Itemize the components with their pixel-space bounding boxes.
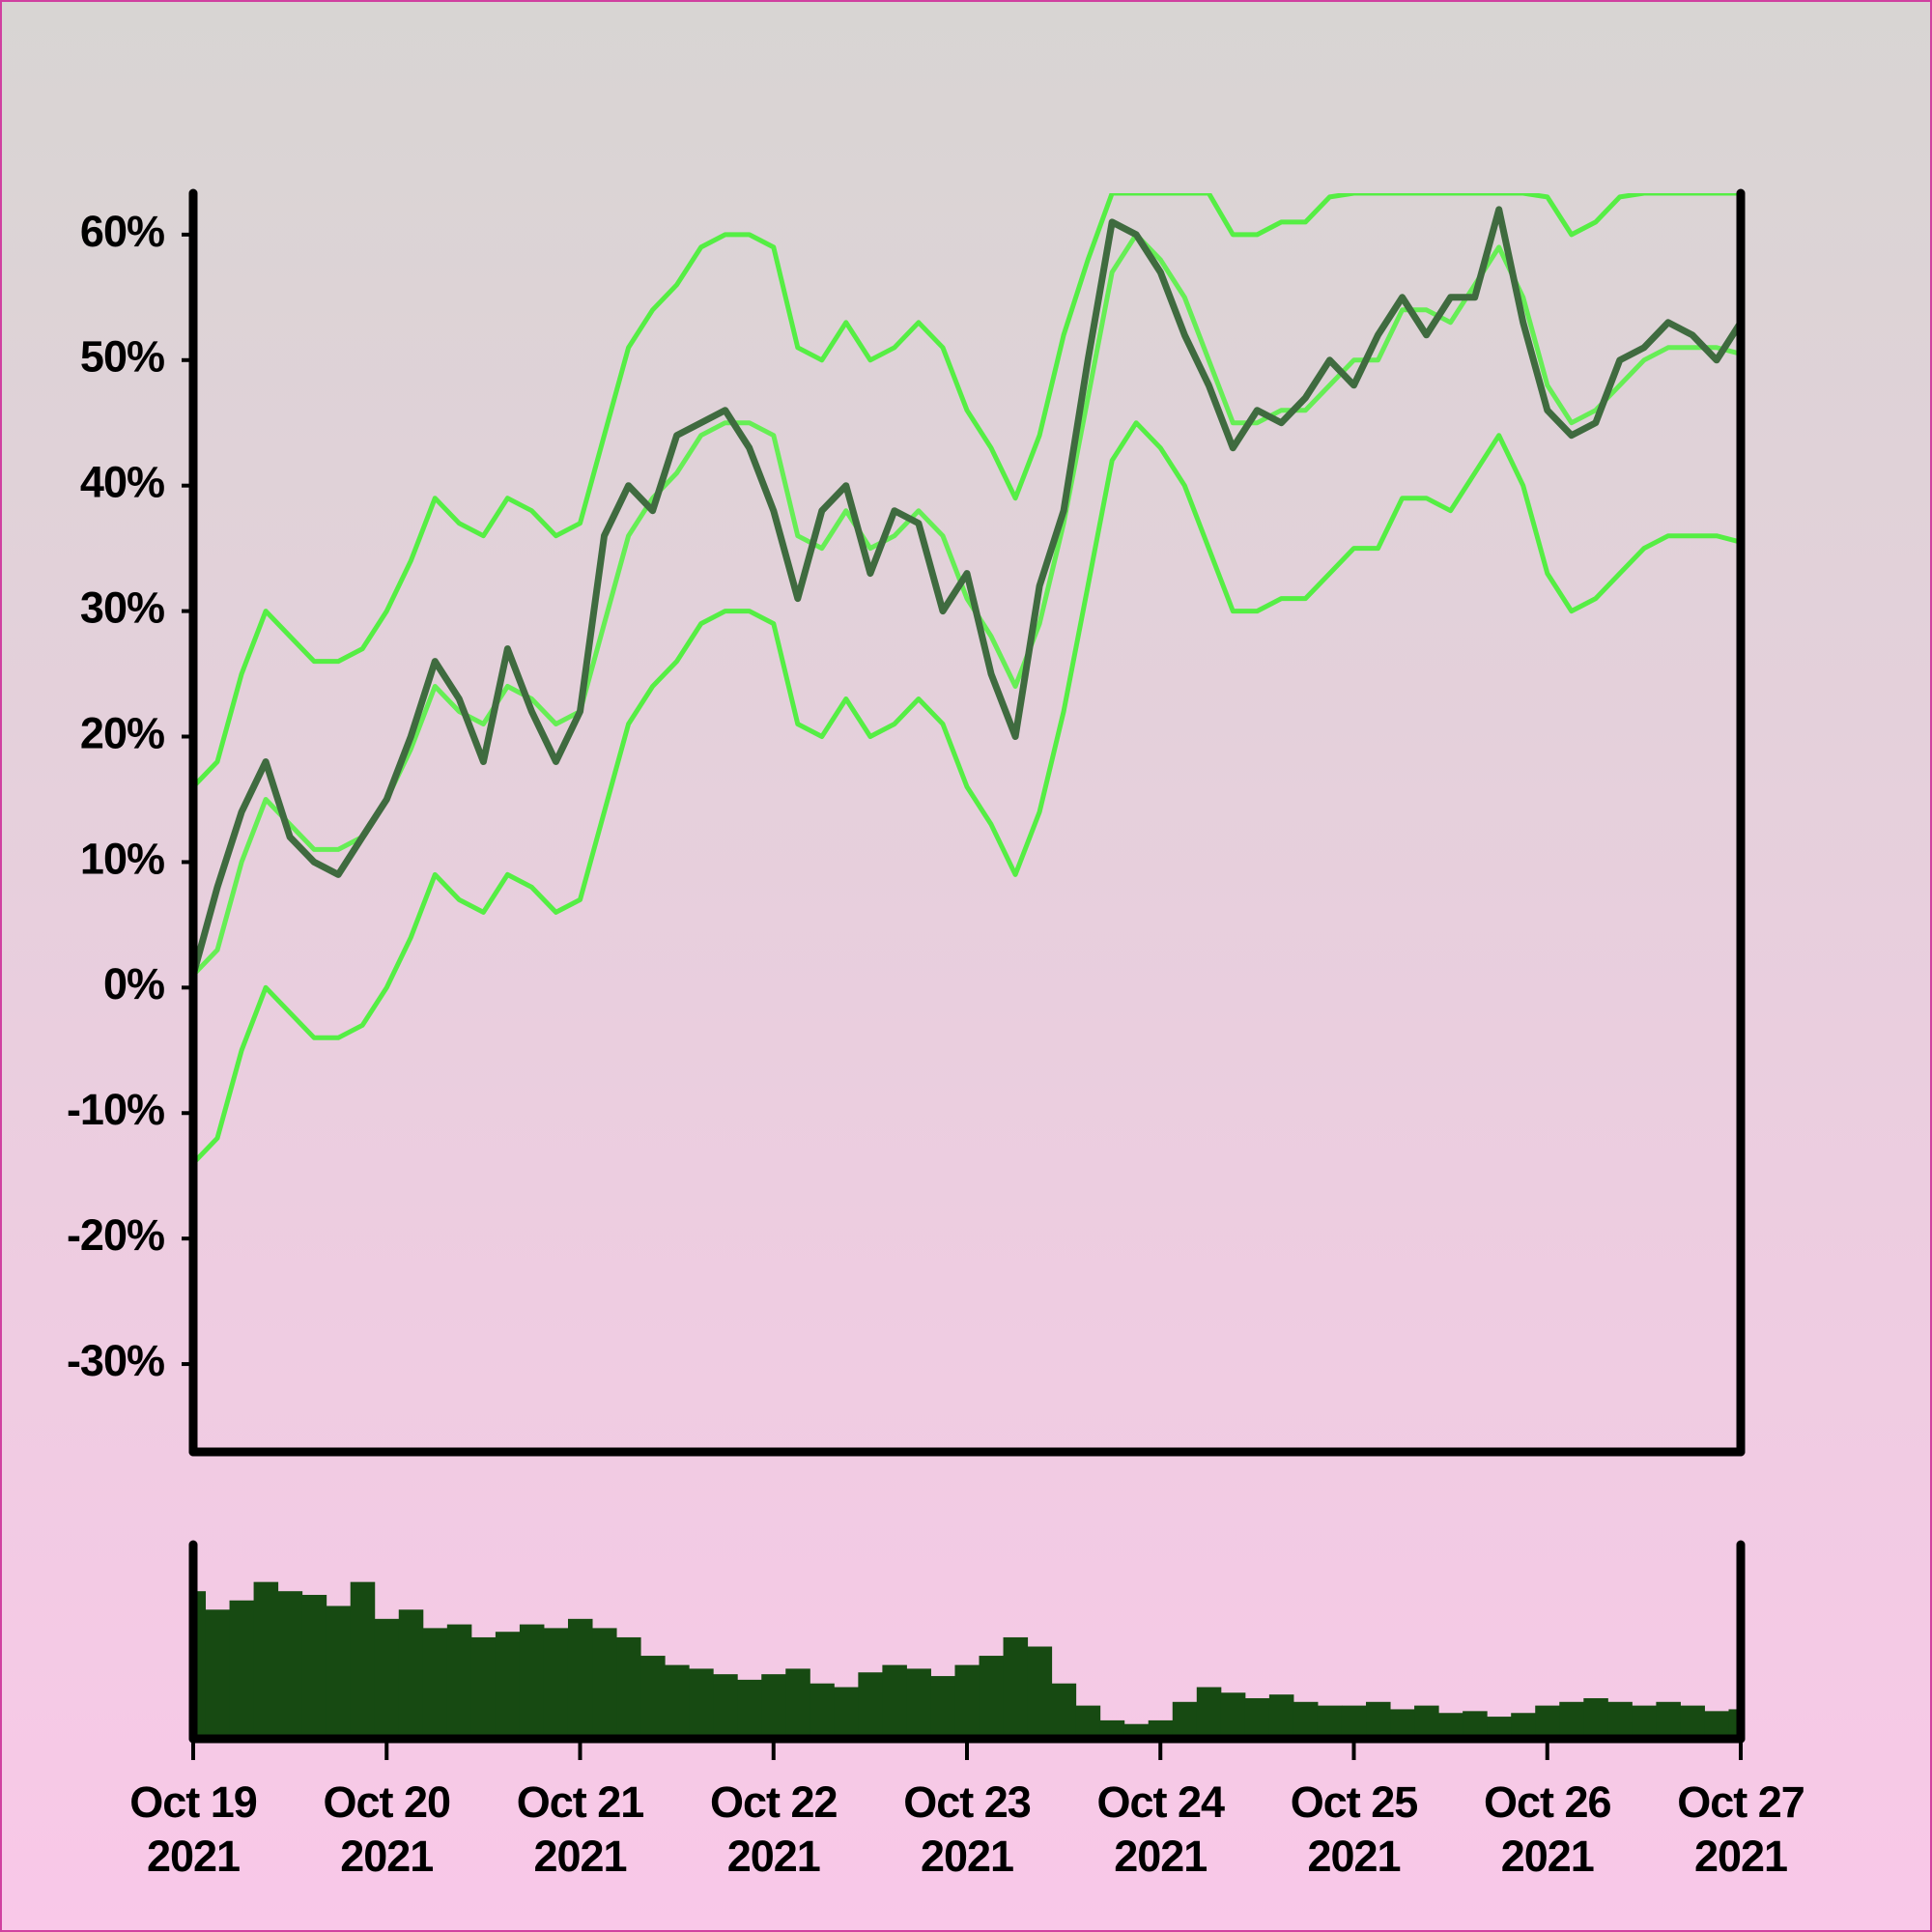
x-tick-label: Oct 26 2021 <box>1483 1777 1612 1881</box>
y-tick-label: 40% <box>80 458 164 507</box>
volume-bar <box>1680 1705 1705 1739</box>
volume-bar <box>1293 1701 1319 1739</box>
volume-bar <box>785 1668 810 1739</box>
y-tick-label: 10% <box>80 834 164 883</box>
volume-bar <box>301 1595 327 1739</box>
volume-bar <box>1172 1701 1198 1739</box>
lines <box>193 193 1741 1165</box>
line <box>193 232 1741 978</box>
volume-bar <box>567 1618 593 1739</box>
volume-bar <box>665 1664 690 1739</box>
volume-bar <box>350 1581 376 1739</box>
volume-bar <box>1220 1692 1246 1739</box>
volume-bar <box>1390 1709 1415 1739</box>
volume-bar <box>1268 1694 1294 1739</box>
volume-bar <box>326 1605 352 1739</box>
volume-bar <box>1704 1711 1729 1739</box>
volume-bar <box>834 1687 859 1739</box>
volume-bar <box>470 1636 497 1739</box>
volume-bar <box>1196 1687 1222 1739</box>
volume-bar <box>422 1628 448 1739</box>
x-tick-label: Oct 27 2021 <box>1677 1777 1805 1881</box>
y-tick-label: 20% <box>80 708 164 757</box>
x-tick-label: Oct 25 2021 <box>1290 1777 1419 1881</box>
volume-bar <box>1414 1705 1439 1739</box>
volume-bar <box>277 1591 303 1739</box>
volume-bar <box>1583 1697 1608 1739</box>
volume-bar <box>954 1664 980 1739</box>
volume-bar <box>906 1668 931 1739</box>
volume-bar <box>592 1628 617 1739</box>
line <box>193 420 1741 1165</box>
y-tick-label: 60% <box>80 207 164 256</box>
volume-bar <box>810 1683 835 1739</box>
volume-bar <box>229 1600 255 1739</box>
volume-bar <box>1463 1711 1488 1739</box>
volume-bar <box>737 1679 762 1739</box>
y-tick-label: -30% <box>67 1336 164 1385</box>
line <box>193 206 1741 977</box>
x-tick-label: Oct 20 2021 <box>323 1777 451 1881</box>
volume-bar <box>1632 1705 1657 1739</box>
y-tick-label: 0% <box>103 959 164 1009</box>
volume-bar <box>640 1656 666 1739</box>
volume-bar <box>1366 1701 1391 1739</box>
volume-bar <box>882 1664 907 1739</box>
y-tick-label: -10% <box>67 1085 164 1134</box>
volume-bar <box>1535 1705 1560 1739</box>
volume-bar <box>1027 1646 1053 1739</box>
y-tick-label: 30% <box>80 582 164 632</box>
y-tick-label: -20% <box>67 1210 164 1260</box>
x-tick-label: Oct 23 2021 <box>903 1777 1032 1881</box>
volume-bar <box>253 1581 279 1739</box>
volume-bar <box>1607 1701 1633 1739</box>
volume-bar <box>1341 1705 1367 1739</box>
volume-bar <box>761 1674 786 1739</box>
volume-bar <box>398 1609 424 1739</box>
volume-bar <box>689 1668 714 1739</box>
volume-bar <box>1075 1705 1101 1739</box>
volume-bar <box>616 1636 641 1739</box>
x-tick-label: Oct 19 2021 <box>129 1777 258 1881</box>
volume-bar <box>1244 1697 1270 1739</box>
volume-bar <box>446 1624 472 1739</box>
volume-bar <box>1003 1636 1029 1739</box>
volume-bar <box>858 1672 883 1739</box>
volume-bar <box>543 1628 569 1739</box>
volume-bar <box>1099 1719 1125 1739</box>
volume-bar <box>374 1618 400 1739</box>
volume-bar <box>1656 1701 1681 1739</box>
volume-bar <box>1317 1705 1343 1739</box>
volume-bar <box>1051 1683 1077 1739</box>
line <box>193 193 1741 789</box>
volume-bar <box>930 1676 955 1739</box>
volume-bar <box>1559 1701 1584 1739</box>
volume-bar <box>713 1674 738 1739</box>
volume-bar <box>979 1656 1005 1739</box>
volume-bar <box>1148 1719 1174 1739</box>
volume-bar <box>1487 1717 1512 1739</box>
x-tick-label: Oct 21 2021 <box>516 1777 645 1881</box>
x-tick-label: Oct 24 2021 <box>1096 1777 1225 1881</box>
y-tick-label: 50% <box>80 332 164 382</box>
volume-bar <box>519 1624 545 1739</box>
x-tick-label: Oct 22 2021 <box>709 1777 838 1881</box>
volume-bar <box>205 1609 231 1739</box>
volume-bars <box>193 1581 1741 1739</box>
volume-bar <box>495 1632 521 1739</box>
